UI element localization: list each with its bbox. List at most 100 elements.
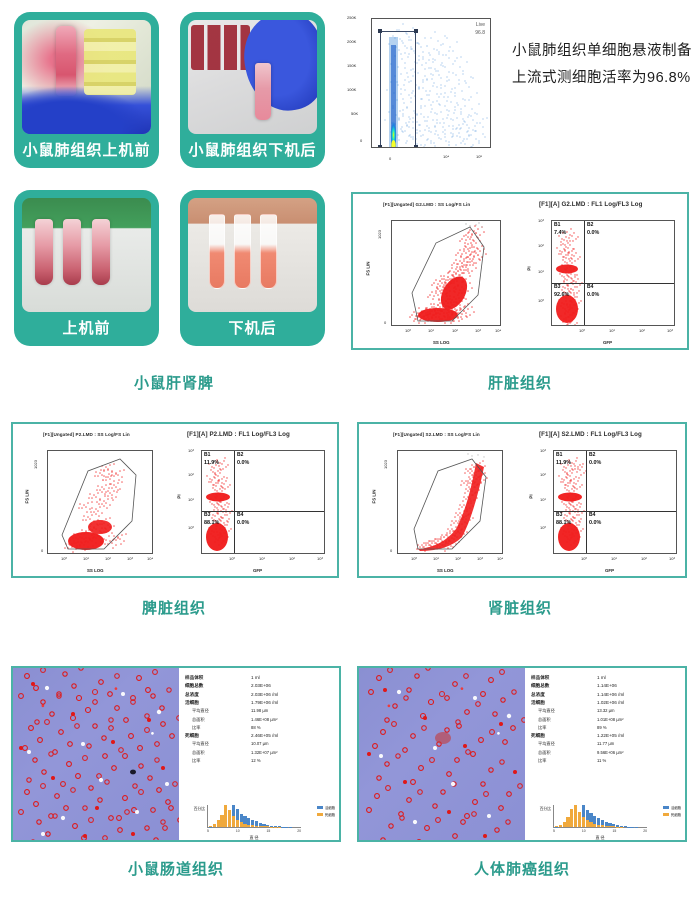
row-key: 活细胞 [531,699,545,705]
table-row: 平均直径 10.07 µm [185,740,335,748]
kidney-left-xtick-3: 10³ [477,556,483,561]
histogram-bar [243,816,247,827]
row-key: 细胞总数 [185,683,204,689]
histogram-xticks-intestine: 5 10 15 20 [207,829,301,833]
histogram-ylabel-intestine: 百分比 [193,807,205,811]
histogram-xtick: 10 [581,829,586,833]
spleen-quad-b3-val: 88.1% [204,520,220,526]
row-value: 13.32 µm [597,708,615,714]
legend-label-dead: 死细胞 [324,812,335,817]
spleen-quad-vline [234,451,235,553]
table-row: 平均直径 11.77 µm [531,740,681,748]
liver-quad-b2-id: B2 [587,222,594,228]
liver-left-xtick-0: 10⁰ [405,328,412,333]
section-label-mouse-liver-kidney-spleen: 小鼠肝肾脾 [133,375,214,392]
cell-counter-table-intestine: 样品体积 1 ml 细胞总数 2.03E+06 总浓度 2.03E+06 /ml 活细… [185,674,335,765]
kidney-quad-b1-id: B1 [556,452,563,458]
kidney-left-xtick-4: 10⁴ [497,556,504,561]
spleen-quad-svg [206,457,233,551]
liver-scatter-svg [409,222,487,324]
liver-quad-b3-id: B3 [554,284,561,290]
kidney-quad-b3-id: B3 [556,512,563,518]
histogram-xtick: 5 [553,829,555,833]
kidney-quad-b3-val: 88.1% [556,520,572,526]
table-row: 活细胞 1.02E+06 /ml [531,699,681,707]
spleen-left-xtick-1: 10¹ [83,556,89,561]
kidney-right-xtick-2: 10² [641,556,647,561]
row-key: 总面积 [538,749,551,755]
kidney-scatter-svg [413,453,488,552]
histogram-xtick: 20 [297,829,301,833]
photo-image-mouse-lung-after [188,20,317,134]
section-label-human-lung-cancer-tissue: 人体肺癌组织 [473,861,570,878]
kidney-gfp-pi-plot: B1 11.9% B2 0.0% B3 88.1% B4 0.0% [553,450,677,554]
histogram-bar [600,825,604,827]
row-value: 88 % [251,724,261,730]
kidney-left-ytop: 1023 [382,460,388,469]
row-value: 11.98 µm [251,708,269,714]
table-row: 总面积 1.01E+08 µm² [531,715,681,723]
row-value: 1.46E+08 µm² [251,716,278,722]
histogram-bar [612,826,616,827]
histogram-bar [273,826,278,827]
viability-ytick-150k: 150K [347,63,357,68]
histogram-bar [209,825,213,827]
row-key: 平均直径 [192,708,209,714]
histogram-bar [566,816,570,827]
spleen-right-ylabel: PI [176,494,182,499]
liver-quad-svg [556,228,583,325]
histogram-bar [258,822,262,827]
histogram-bar [604,826,608,827]
liver-left-xtick-4: 10⁴ [495,328,502,333]
row-value: 11.77 µm [597,741,615,747]
histogram-bar [612,824,616,827]
table-row: 比率 11 % [531,757,681,765]
section-label-liver-tissue: 肝脏组织 [487,375,552,392]
cell-counter-data-intestine: 样品体积 1 ml 细胞总数 2.03E+06 总浓度 2.03E+06 /ml 活细… [179,668,339,840]
histogram-bar [581,817,585,827]
histogram-bar [608,823,612,827]
histogram-plot-area-intestine [207,805,301,828]
row-value: 1.22E+05 /ml [597,733,625,739]
viability-gate-label: Live [475,22,485,28]
kidney-right-xtick-1: 10¹ [611,556,617,561]
kidney-right-xtick-3: 10³ [669,556,675,561]
kidney-right-xtick-0: 10⁰ [581,556,588,561]
liver-ss-fs-plot [391,220,501,326]
liver-quad-b1-id: B1 [554,222,561,228]
row-value: 1.79E+06 /ml [251,699,279,705]
kidney-quad-hline [554,511,676,512]
viability-plot-box: Live 96.8 [371,18,491,148]
liver-right-xlabel: GFP [603,340,613,345]
liver-right-ytick-0: 10³ [538,218,544,223]
table-row: 比率 88 % [185,724,335,732]
histogram-legend-intestine: 活细胞 死细胞 [316,805,335,818]
spleen-right-ytick-1: 10² [188,472,194,477]
photo-card-before-run: 上机前 [14,190,159,346]
viability-note-line-2: 上流式测细胞活率为96.8% [512,70,691,86]
kidney-right-ytick-3: 10⁰ [540,525,547,530]
histogram-bar [239,813,243,827]
row-key: 平均直径 [538,741,555,747]
photo-image-before-run [22,198,151,312]
table-row: 样品体积 1 ml [185,674,335,682]
legend-label-live: 活细胞 [324,806,335,810]
spleen-right-plot-title: [F1][A] P2.LMD : FL1 Log/FL3 Log [187,431,290,438]
kidney-right-ytick-2: 10¹ [540,497,546,502]
histogram-xlabel-lung-cancer: 直 径 [595,835,605,840]
histogram-chart-intestine: 百分比 5 10 15 20 直 径 活细胞 死细胞 [185,803,335,840]
liver-quad-b1-val: 7.4% [554,230,567,236]
section-label-kidney-tissue: 肾脏组织 [487,600,552,617]
spleen-ss-fs-plot [47,450,153,554]
spleen-right-xtick-0: 10⁰ [229,556,236,561]
histogram-bar [224,805,228,827]
histogram-bar [247,817,251,827]
row-value: 1 ml [251,675,260,681]
row-value: 2.46E+05 /ml [251,733,279,739]
histogram-bar [570,808,574,827]
histogram-bar [220,814,224,827]
kidney-right-ytick-0: 10³ [540,448,546,453]
histogram-bar [254,825,258,827]
table-row: 活细胞 1.79E+06 /ml [185,699,335,707]
